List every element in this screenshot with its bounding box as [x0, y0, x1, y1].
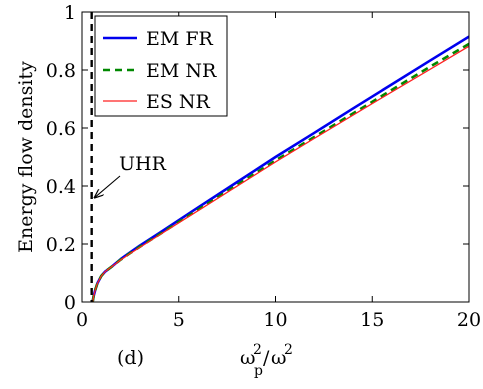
x-axis-label-omega-p: ω: [240, 347, 256, 369]
y-tick-label: 0.8: [46, 60, 76, 82]
legend-entry-em-nr: EM NR: [103, 60, 217, 82]
x-axis-label-sup-2: 2: [284, 342, 293, 358]
x-axis-label-sup-1: 2: [253, 342, 262, 358]
x-tick-label: 10: [263, 309, 287, 331]
y-tick-label: 0.2: [46, 234, 76, 256]
x-axis-label-omega: ω: [271, 347, 287, 369]
legend-label-em-nr: EM NR: [146, 60, 217, 82]
x-tick-label: 5: [173, 309, 185, 331]
series-layer: [91, 35, 469, 302]
y-tick-label: 1: [64, 2, 76, 24]
legend: EM FR EM NR ES NR: [94, 15, 228, 117]
legend-entry-em-fr: EM FR: [103, 28, 214, 50]
uhr-annotation-arrow: [95, 175, 121, 198]
x-axis-label: ω 2 p / ω 2: [240, 342, 293, 379]
y-tick-label: 0.6: [46, 118, 76, 140]
y-tick-label: 0.4: [46, 176, 76, 198]
uhr-annotation: UHR: [95, 153, 167, 198]
x-tick-label: 15: [360, 309, 384, 331]
uhr-annotation-text: UHR: [119, 153, 167, 175]
series-line-es-nr: [91, 45, 469, 302]
legend-box: [94, 15, 228, 117]
x-axis-label-slash: /: [263, 347, 270, 369]
legend-entry-es-nr: ES NR: [103, 91, 211, 113]
y-axis-label: Energy flow density: [15, 61, 37, 253]
x-tick-label: 20: [457, 309, 481, 331]
y-tick-label: 0: [64, 292, 76, 314]
x-axis-label-sub-p: p: [254, 363, 263, 379]
ticks-layer: 0 5 10 15 20 0 0.2 0.4 0.6 0.8 1: [46, 2, 481, 331]
panel-label: (d): [117, 347, 144, 369]
legend-label-es-nr: ES NR: [146, 91, 211, 113]
legend-label-em-fr: EM FR: [146, 28, 214, 50]
x-tick-label: 0: [76, 309, 88, 331]
